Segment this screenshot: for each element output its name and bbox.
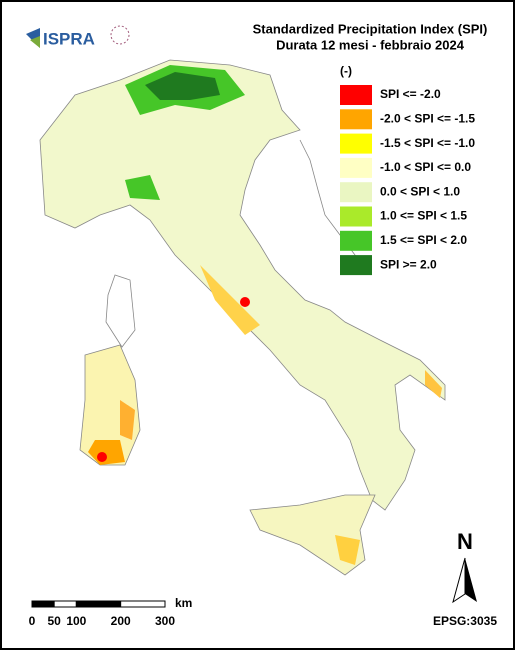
legend-label: 1.5 <= SPI < 2.0 bbox=[380, 233, 467, 247]
legend-label: 1.0 <= SPI < 1.5 bbox=[380, 209, 467, 223]
north-arrow: N bbox=[452, 529, 477, 604]
map-subtitle: Durata 12 mesi - febbraio 2024 bbox=[276, 37, 465, 52]
patch bbox=[125, 175, 160, 200]
corsica bbox=[105, 274, 136, 348]
arrow bbox=[465, 558, 477, 602]
scale-segment bbox=[31, 600, 55, 608]
patch bbox=[145, 72, 220, 100]
patch bbox=[240, 297, 250, 307]
legend-label: -2.0 < SPI <= -1.5 bbox=[380, 111, 475, 125]
legend-label: -1.5 < SPI <= -1.0 bbox=[380, 136, 475, 150]
legend-unit: (-) bbox=[340, 64, 352, 78]
patch bbox=[97, 452, 107, 462]
scale-label: 200 bbox=[111, 614, 131, 628]
patch bbox=[200, 265, 260, 335]
logo-icon bbox=[110, 25, 130, 45]
legend-label: -1.0 < SPI <= 0.0 bbox=[380, 160, 471, 174]
legend-label: SPI <= -2.0 bbox=[380, 87, 441, 101]
projection: EPSG:3035 bbox=[433, 614, 497, 628]
legend-swatch bbox=[340, 133, 372, 154]
scale-label: 100 bbox=[66, 614, 86, 628]
legend-swatch bbox=[340, 109, 372, 130]
scale-label: 50 bbox=[47, 614, 61, 628]
logo: ISPRA bbox=[26, 25, 130, 48]
patch bbox=[335, 535, 360, 565]
legend-swatch bbox=[340, 85, 372, 105]
legend-label: SPI >= 2.0 bbox=[380, 257, 437, 271]
spi-patches bbox=[88, 65, 442, 565]
legend-swatch bbox=[340, 182, 372, 203]
logo-icon bbox=[30, 36, 40, 48]
coastline bbox=[299, 139, 371, 271]
legend-swatch bbox=[340, 255, 372, 276]
patch bbox=[88, 440, 125, 465]
scale-label: 0 bbox=[29, 614, 36, 628]
scale-segment bbox=[53, 600, 77, 608]
italy-mainland bbox=[39, 59, 446, 511]
legend: SPI <= -2.0 -2.0 < SPI <= -1.5 -1.5 < SPI … bbox=[340, 85, 475, 276]
legend-swatch bbox=[340, 206, 372, 227]
map bbox=[39, 59, 446, 576]
north-label: N bbox=[457, 529, 473, 554]
arrow bbox=[452, 557, 466, 604]
legend-swatch bbox=[340, 230, 372, 251]
logo-text: ISPRA bbox=[43, 29, 95, 48]
patch bbox=[425, 370, 442, 398]
legend-swatch bbox=[340, 157, 372, 178]
scale-segment bbox=[120, 600, 166, 608]
legend-label: 0.0 < SPI < 1.0 bbox=[380, 184, 460, 198]
scale-segment bbox=[75, 600, 122, 608]
map-title: Standardized Precipitation Index (SPI) bbox=[253, 21, 488, 36]
scale-unit: km bbox=[175, 596, 192, 610]
patch bbox=[120, 400, 135, 440]
scale-label: 300 bbox=[155, 614, 175, 628]
